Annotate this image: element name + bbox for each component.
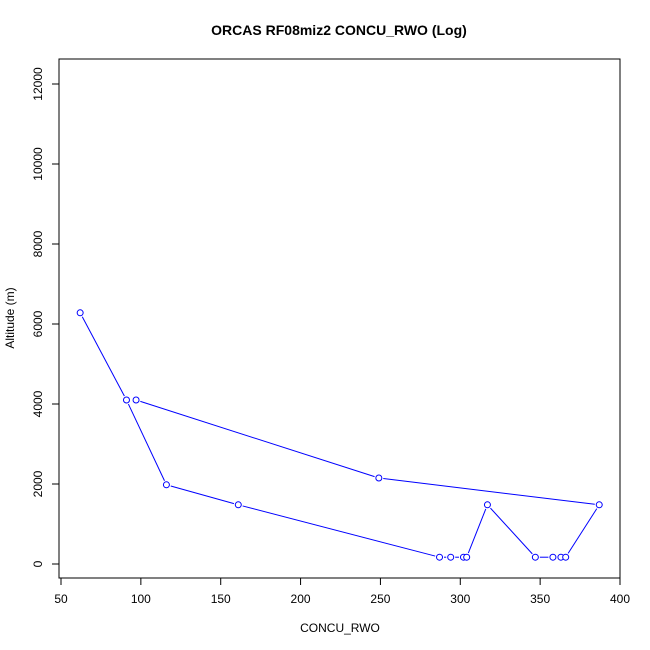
series-line-segment <box>383 478 595 505</box>
x-tick-label: 400 <box>610 592 630 606</box>
y-tick-label: 10000 <box>31 147 45 181</box>
series-line-segment <box>140 400 375 478</box>
y-axis-label: Altitude (m) <box>3 287 17 348</box>
data-point <box>447 553 455 561</box>
data-point <box>531 553 539 561</box>
x-axis: 50 100 150 200 250 300 350 400 <box>54 577 630 606</box>
x-tick-label: 100 <box>131 592 151 606</box>
data-point <box>234 501 242 509</box>
x-tick-label: 150 <box>211 592 231 606</box>
y-tick-label: 0 <box>31 560 45 567</box>
chart-title: ORCAS RF08miz2 CONCU_RWO (Log) <box>211 22 467 38</box>
x-tick-label: 250 <box>370 592 390 606</box>
x-tick-label: 50 <box>54 592 68 606</box>
y-tick-label: 12000 <box>31 67 45 101</box>
series-line-segment <box>127 403 165 481</box>
x-axis-label: CONCU_RWO <box>300 621 380 635</box>
data-point <box>162 481 170 489</box>
data-point <box>132 396 140 404</box>
y-axis: 0 2000 4000 6000 8000 10000 12000 <box>31 67 60 567</box>
series-line-segment <box>242 505 436 557</box>
data-point <box>463 553 471 561</box>
series-line-segment <box>567 508 598 554</box>
data-point <box>436 553 444 561</box>
data-point <box>595 501 603 509</box>
y-tick-label: 8000 <box>31 230 45 257</box>
data-point <box>483 501 491 509</box>
data-point <box>122 396 130 404</box>
data-point <box>375 474 383 482</box>
series-line-segment <box>467 508 487 554</box>
series-layer <box>76 309 603 561</box>
data-point <box>76 309 84 317</box>
series-line-segment <box>490 507 533 555</box>
x-tick-label: 350 <box>530 592 550 606</box>
x-tick-label: 300 <box>450 592 470 606</box>
plot-area <box>58 58 621 579</box>
y-tick-label: 2000 <box>31 470 45 497</box>
data-point <box>562 553 570 561</box>
y-tick-label: 4000 <box>31 390 45 417</box>
series-line-segment <box>170 485 235 505</box>
x-tick-label: 200 <box>291 592 311 606</box>
data-point <box>549 553 557 561</box>
series-line-segment <box>81 316 125 397</box>
y-tick-label: 6000 <box>31 310 45 337</box>
